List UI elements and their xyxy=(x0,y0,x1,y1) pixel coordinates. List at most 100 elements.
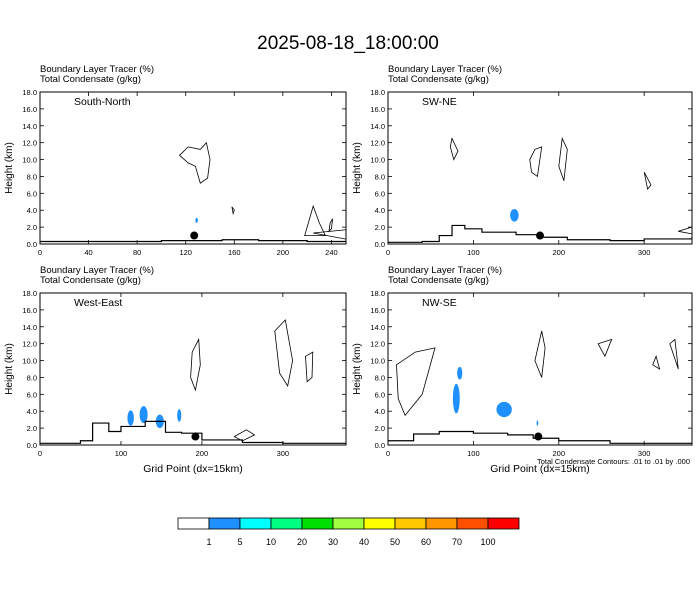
location-marker xyxy=(536,231,544,240)
x-tick-label: 200 xyxy=(553,449,566,458)
cloud-contour xyxy=(534,330,546,378)
y-tick-label: 4.0 xyxy=(27,206,37,215)
y-tick-label: 2.0 xyxy=(27,223,37,232)
tracer-blob xyxy=(510,208,519,222)
y-axis-label: Height (km) xyxy=(352,343,363,395)
colorbar-label: 70 xyxy=(452,537,462,547)
colorbar-swatch xyxy=(208,517,241,530)
y-axis-label: Height (km) xyxy=(352,142,363,194)
x-tick-label: 80 xyxy=(133,248,141,257)
contour-footnote: Total Condensate Contours: .01 to .01 by… xyxy=(537,457,690,466)
y-tick-label: 16.0 xyxy=(22,105,37,114)
y-tick-label: 8.0 xyxy=(375,172,385,181)
panel-label-tracer: Boundary Layer Tracer (%) xyxy=(40,265,154,276)
y-tick-label: 2.0 xyxy=(375,424,385,433)
cloud-contour xyxy=(231,206,235,216)
y-tick-label: 10.0 xyxy=(370,357,385,366)
cloud-contour xyxy=(396,347,436,417)
panel-label-condensate: Total Condensate (g/kg) xyxy=(388,74,489,85)
x-tick-label: 200 xyxy=(277,248,290,257)
panels-group: Boundary Layer Tracer (%)Total Condensat… xyxy=(4,64,693,475)
tracer-blob xyxy=(127,410,134,426)
cloud-contour xyxy=(233,429,256,442)
y-tick-label: 0.0 xyxy=(27,441,37,450)
y-axis-label: Height (km) xyxy=(4,142,15,194)
colorbar-label: 40 xyxy=(359,537,369,547)
terrain-line xyxy=(388,430,692,444)
cloud-contour xyxy=(190,337,201,392)
x-tick-label: 200 xyxy=(553,248,566,257)
panel-contents xyxy=(40,319,346,444)
y-tick-label: 0.0 xyxy=(27,240,37,249)
cloud-contour xyxy=(678,226,692,235)
panel-title: SW-NE xyxy=(422,96,457,108)
tracer-blob xyxy=(496,401,512,418)
y-tick-label: 16.0 xyxy=(370,306,385,315)
tracer-blob xyxy=(536,420,539,426)
cloud-contour xyxy=(669,338,679,370)
y-tick-label: 12.0 xyxy=(370,139,385,148)
cloud-contour xyxy=(179,141,211,184)
y-tick-label: 18.0 xyxy=(370,289,385,298)
location-marker xyxy=(534,432,543,441)
cloud-contour xyxy=(313,229,346,240)
colorbar-swatch xyxy=(177,517,210,530)
y-tick-label: 16.0 xyxy=(370,105,385,114)
colorbar-swatch xyxy=(363,517,396,530)
panel-label-condensate: Total Condensate (g/kg) xyxy=(40,74,141,85)
x-tick-label: 160 xyxy=(228,248,241,257)
panel-contents xyxy=(388,330,692,444)
y-tick-label: 14.0 xyxy=(22,122,37,131)
colorbar-swatch xyxy=(270,517,303,530)
cloud-contour xyxy=(597,338,613,358)
x-axis-label: Grid Point (dx=15km) xyxy=(490,463,590,475)
y-tick-label: 8.0 xyxy=(375,373,385,382)
y-tick-label: 4.0 xyxy=(375,206,385,215)
panel-title: West-East xyxy=(74,297,122,309)
panel-label-tracer: Boundary Layer Tracer (%) xyxy=(388,64,502,75)
colorbar-swatch xyxy=(301,517,334,530)
y-tick-label: 14.0 xyxy=(22,323,37,332)
cloud-contour xyxy=(328,218,333,233)
y-tick-label: 6.0 xyxy=(375,189,385,198)
panel-3: Boundary Layer Tracer (%)Total Condensat… xyxy=(352,265,693,475)
x-tick-label: 200 xyxy=(196,449,209,458)
x-tick-label: 100 xyxy=(467,449,480,458)
tracer-blob xyxy=(195,217,198,223)
y-tick-label: 10.0 xyxy=(22,357,37,366)
colorbar-label: 30 xyxy=(328,537,338,547)
colorbar-swatch xyxy=(332,517,365,530)
x-tick-label: 300 xyxy=(638,248,651,257)
y-tick-label: 2.0 xyxy=(27,424,37,433)
cloud-contour xyxy=(305,351,314,383)
x-tick-label: 0 xyxy=(38,449,42,458)
panel-2: Boundary Layer Tracer (%)Total Condensat… xyxy=(4,265,347,475)
x-tick-label: 100 xyxy=(467,248,480,257)
terrain-line xyxy=(40,420,346,444)
colorbar-label: 1 xyxy=(206,537,211,547)
panel-0: Boundary Layer Tracer (%)Total Condensat… xyxy=(4,64,347,257)
tracer-blob xyxy=(139,406,148,424)
y-tick-label: 0.0 xyxy=(375,441,385,450)
x-axis-label: Grid Point (dx=15km) xyxy=(143,463,243,475)
panel-contents xyxy=(40,141,346,243)
panel-title: NW-SE xyxy=(422,297,457,309)
panel-frame xyxy=(39,91,347,245)
x-tick-label: 0 xyxy=(386,248,390,257)
panel-frame xyxy=(39,292,347,446)
tracer-blob xyxy=(457,366,463,380)
colorbar-swatch xyxy=(239,517,272,530)
terrain-line xyxy=(388,224,692,243)
cloud-contour xyxy=(558,136,568,181)
colorbar-swatch xyxy=(456,517,489,530)
cloud-contour xyxy=(449,137,459,161)
y-tick-label: 16.0 xyxy=(22,306,37,315)
colorbar-label: 60 xyxy=(421,537,431,547)
y-tick-label: 8.0 xyxy=(27,172,37,181)
y-tick-label: 8.0 xyxy=(27,373,37,382)
y-tick-label: 4.0 xyxy=(375,407,385,416)
y-tick-label: 14.0 xyxy=(370,122,385,131)
y-tick-label: 6.0 xyxy=(27,189,37,198)
y-tick-label: 0.0 xyxy=(375,240,385,249)
